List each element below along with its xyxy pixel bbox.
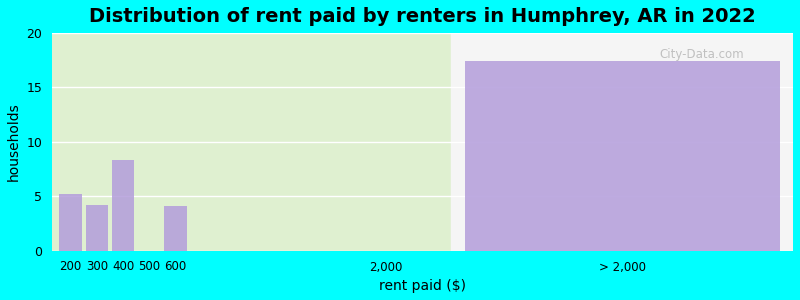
- X-axis label: rent paid ($): rent paid ($): [379, 279, 466, 293]
- Y-axis label: households: households: [7, 103, 21, 181]
- Bar: [59, 194, 82, 251]
- Bar: [86, 205, 108, 251]
- Bar: [165, 206, 186, 251]
- Bar: [112, 160, 134, 251]
- Bar: [52, 33, 451, 251]
- Bar: [451, 33, 793, 251]
- Text: City-Data.com: City-Data.com: [660, 48, 744, 61]
- Bar: [465, 61, 780, 251]
- Title: Distribution of rent paid by renters in Humphrey, AR in 2022: Distribution of rent paid by renters in …: [90, 7, 756, 26]
